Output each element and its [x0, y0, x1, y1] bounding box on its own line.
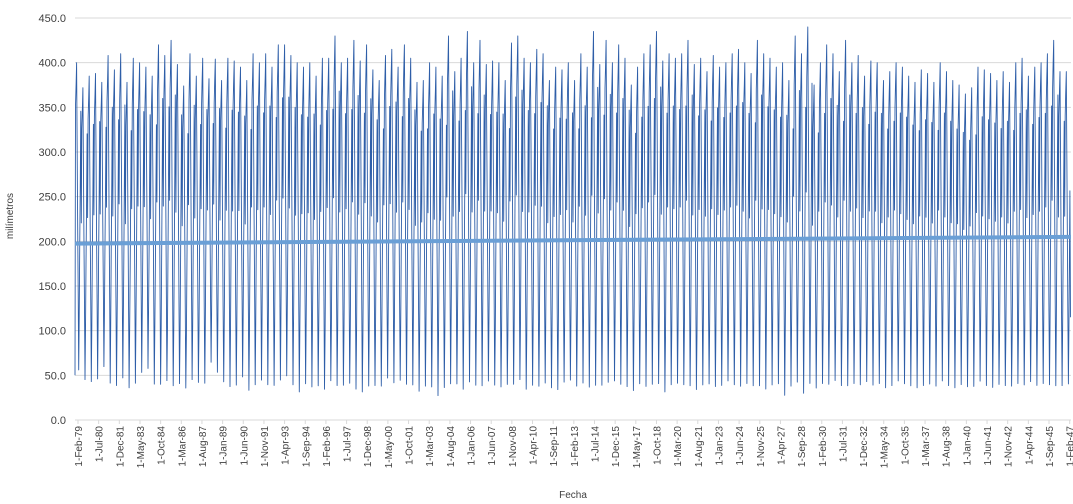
- x-tick-label: 1-Sep-11: [549, 426, 560, 467]
- x-tick-label: 1-Jul-97: [343, 426, 354, 463]
- x-tick-label: 1-Mar-20: [673, 426, 684, 467]
- x-tick-label: 1-Mar-03: [425, 426, 436, 467]
- x-tick-label: 1-Jun-41: [983, 426, 994, 466]
- x-tick-label: 1-Apr-27: [776, 426, 787, 465]
- x-tick-label: 1-Aug-21: [694, 426, 705, 468]
- x-tick-label: 1-Oct-35: [900, 426, 911, 465]
- x-tick-label: 1-Apr-44: [1024, 426, 1035, 465]
- x-tick-label: 1-Dec-15: [611, 426, 622, 468]
- trend-line: [74, 234, 1072, 246]
- x-tick-label: 1-Mar-37: [921, 426, 932, 467]
- x-tick-label: 1-Jul-14: [591, 426, 602, 463]
- x-tick-label: 1-Aug-87: [198, 426, 209, 468]
- x-tick-label: 1-Sep-28: [797, 426, 808, 468]
- x-tick-label: 1-Jun-07: [487, 426, 498, 466]
- y-tick-label: 0.0: [51, 415, 66, 427]
- x-tick-label: 1-Dec-32: [859, 426, 870, 468]
- y-tick-label: 300.0: [38, 147, 66, 159]
- x-tick-label: 1-Feb-96: [322, 426, 333, 467]
- x-tick-label: 1-Jan-40: [962, 426, 973, 466]
- y-tick-label: 50.0: [45, 370, 66, 382]
- y-tick-label: 200.0: [38, 236, 66, 248]
- x-tick-label: 1-Dec-98: [363, 426, 374, 468]
- x-tick-label: 1-May-83: [136, 426, 147, 469]
- x-tick-label: 1-Apr-93: [281, 426, 292, 465]
- x-tick-label: 1-Aug-38: [942, 426, 953, 468]
- x-tick-label: 1-Jan-89: [219, 426, 230, 466]
- x-tick-label: 1-Feb-13: [570, 426, 581, 467]
- x-tick-label: 1-May-00: [384, 426, 395, 469]
- x-tick-label: 1-Aug-04: [446, 426, 457, 468]
- x-tick-label: 1-Nov-42: [1004, 426, 1015, 468]
- x-tick-label: 1-Nov-08: [508, 426, 519, 468]
- x-tick-label: 1-Mar-86: [177, 426, 188, 467]
- x-tick-label: 1-Jul-80: [95, 426, 106, 463]
- x-tick-label: 1-Dec-81: [115, 426, 126, 468]
- x-tick-label: 1-Jun-24: [735, 426, 746, 466]
- x-tick-label: 1-Apr-10: [529, 426, 540, 465]
- series-layer: [74, 26, 1072, 397]
- precipitation-series-line: [74, 26, 1071, 397]
- x-tick-label: 1-Oct-01: [405, 426, 416, 465]
- x-tick-label: 1-Nov-25: [756, 426, 767, 468]
- y-tick-label: 100.0: [38, 326, 66, 338]
- x-tick-label: 1-May-17: [632, 426, 643, 469]
- y-tick-label: 450.0: [38, 13, 66, 25]
- x-tick-label: 1-Nov-91: [260, 426, 271, 468]
- x-tick-label: 1-May-34: [880, 426, 891, 469]
- x-tick-label: 1-Jan-06: [467, 426, 478, 466]
- y-tick-label: 400.0: [38, 58, 66, 70]
- x-tick-label: 1-Feb-47: [1066, 426, 1073, 467]
- x-tick-label: 1-Jul-31: [838, 426, 849, 463]
- y-axis-tick-labels: 0.0 50.0 100.0 150.0 200.0 250.0 300.0 350.0 400…: [38, 13, 66, 427]
- y-tick-label: 250.0: [38, 192, 66, 204]
- x-tick-label: 1-Feb-30: [818, 426, 829, 467]
- x-tick-label: 1-Feb-79: [74, 426, 85, 467]
- x-tick-label: 1-Oct-18: [652, 426, 663, 465]
- y-axis-title: milímetros: [5, 193, 16, 239]
- x-tick-label: 1-Jan-23: [714, 426, 725, 466]
- x-tick-label: 1-Oct-84: [157, 426, 168, 465]
- x-axis-tick-labels: 1-Feb-79 1-Jul-80 1-Dec-81 1-May-83 1-Oct-84…: [74, 420, 1073, 468]
- y-tick-label: 150.0: [38, 281, 66, 293]
- x-axis-title: Fecha: [559, 490, 587, 501]
- y-tick-label: 350.0: [38, 102, 66, 114]
- x-tick-label: 1-Sep-94: [301, 426, 312, 468]
- x-tick-label: 1-Jun-90: [239, 426, 250, 466]
- x-tick-label: 1-Sep-45: [1045, 426, 1056, 468]
